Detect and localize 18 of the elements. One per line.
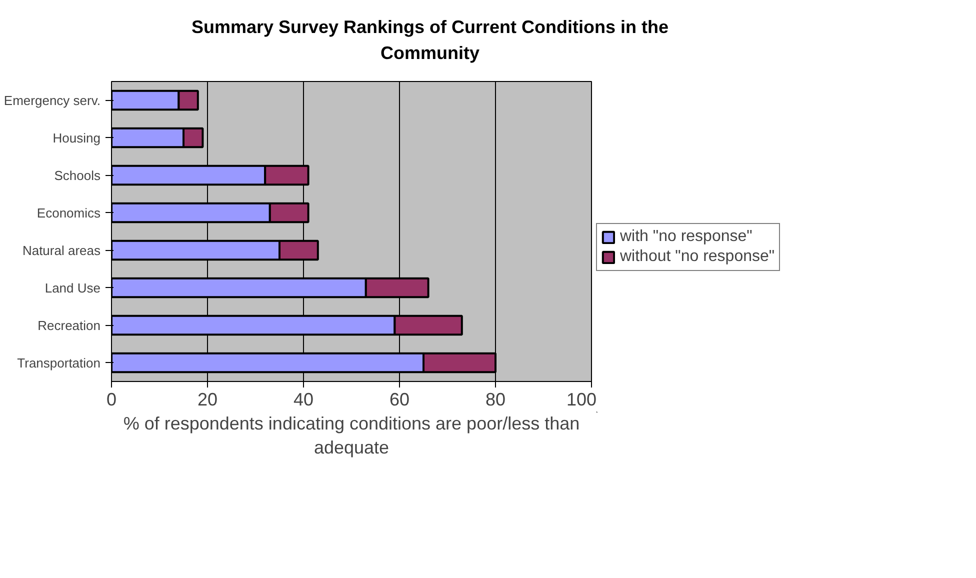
y-tick-label: Emergency serv. — [4, 93, 101, 108]
x-tick-label: 60 — [389, 390, 410, 410]
y-tick-label: Recreation — [38, 318, 101, 334]
x-axis-title: % of respondents indicating conditions are poor/less than adequate — [123, 414, 580, 458]
legend-label: without "no response" — [620, 248, 775, 266]
chart-title: Summary Survey Rankings of Current Conditions in the Community — [190, 16, 670, 65]
x-tick-label: 40 — [293, 390, 314, 410]
y-tick-label: Natural areas — [22, 243, 101, 258]
y-tick-label: Land Use — [44, 280, 101, 296]
y-tick-label: Housing — [52, 130, 101, 146]
y-tick-label: Schools — [54, 168, 101, 184]
x-tick-label: 20 — [197, 390, 218, 410]
y-tick-label: Economics — [36, 206, 101, 221]
y-tick-label: Transportation — [17, 356, 101, 371]
legend-label: with "no response" — [620, 228, 752, 246]
x-tick-label: 100 — [566, 390, 597, 410]
x-tick-label: 80 — [485, 390, 506, 410]
x-tick-label: 0 — [106, 390, 117, 410]
